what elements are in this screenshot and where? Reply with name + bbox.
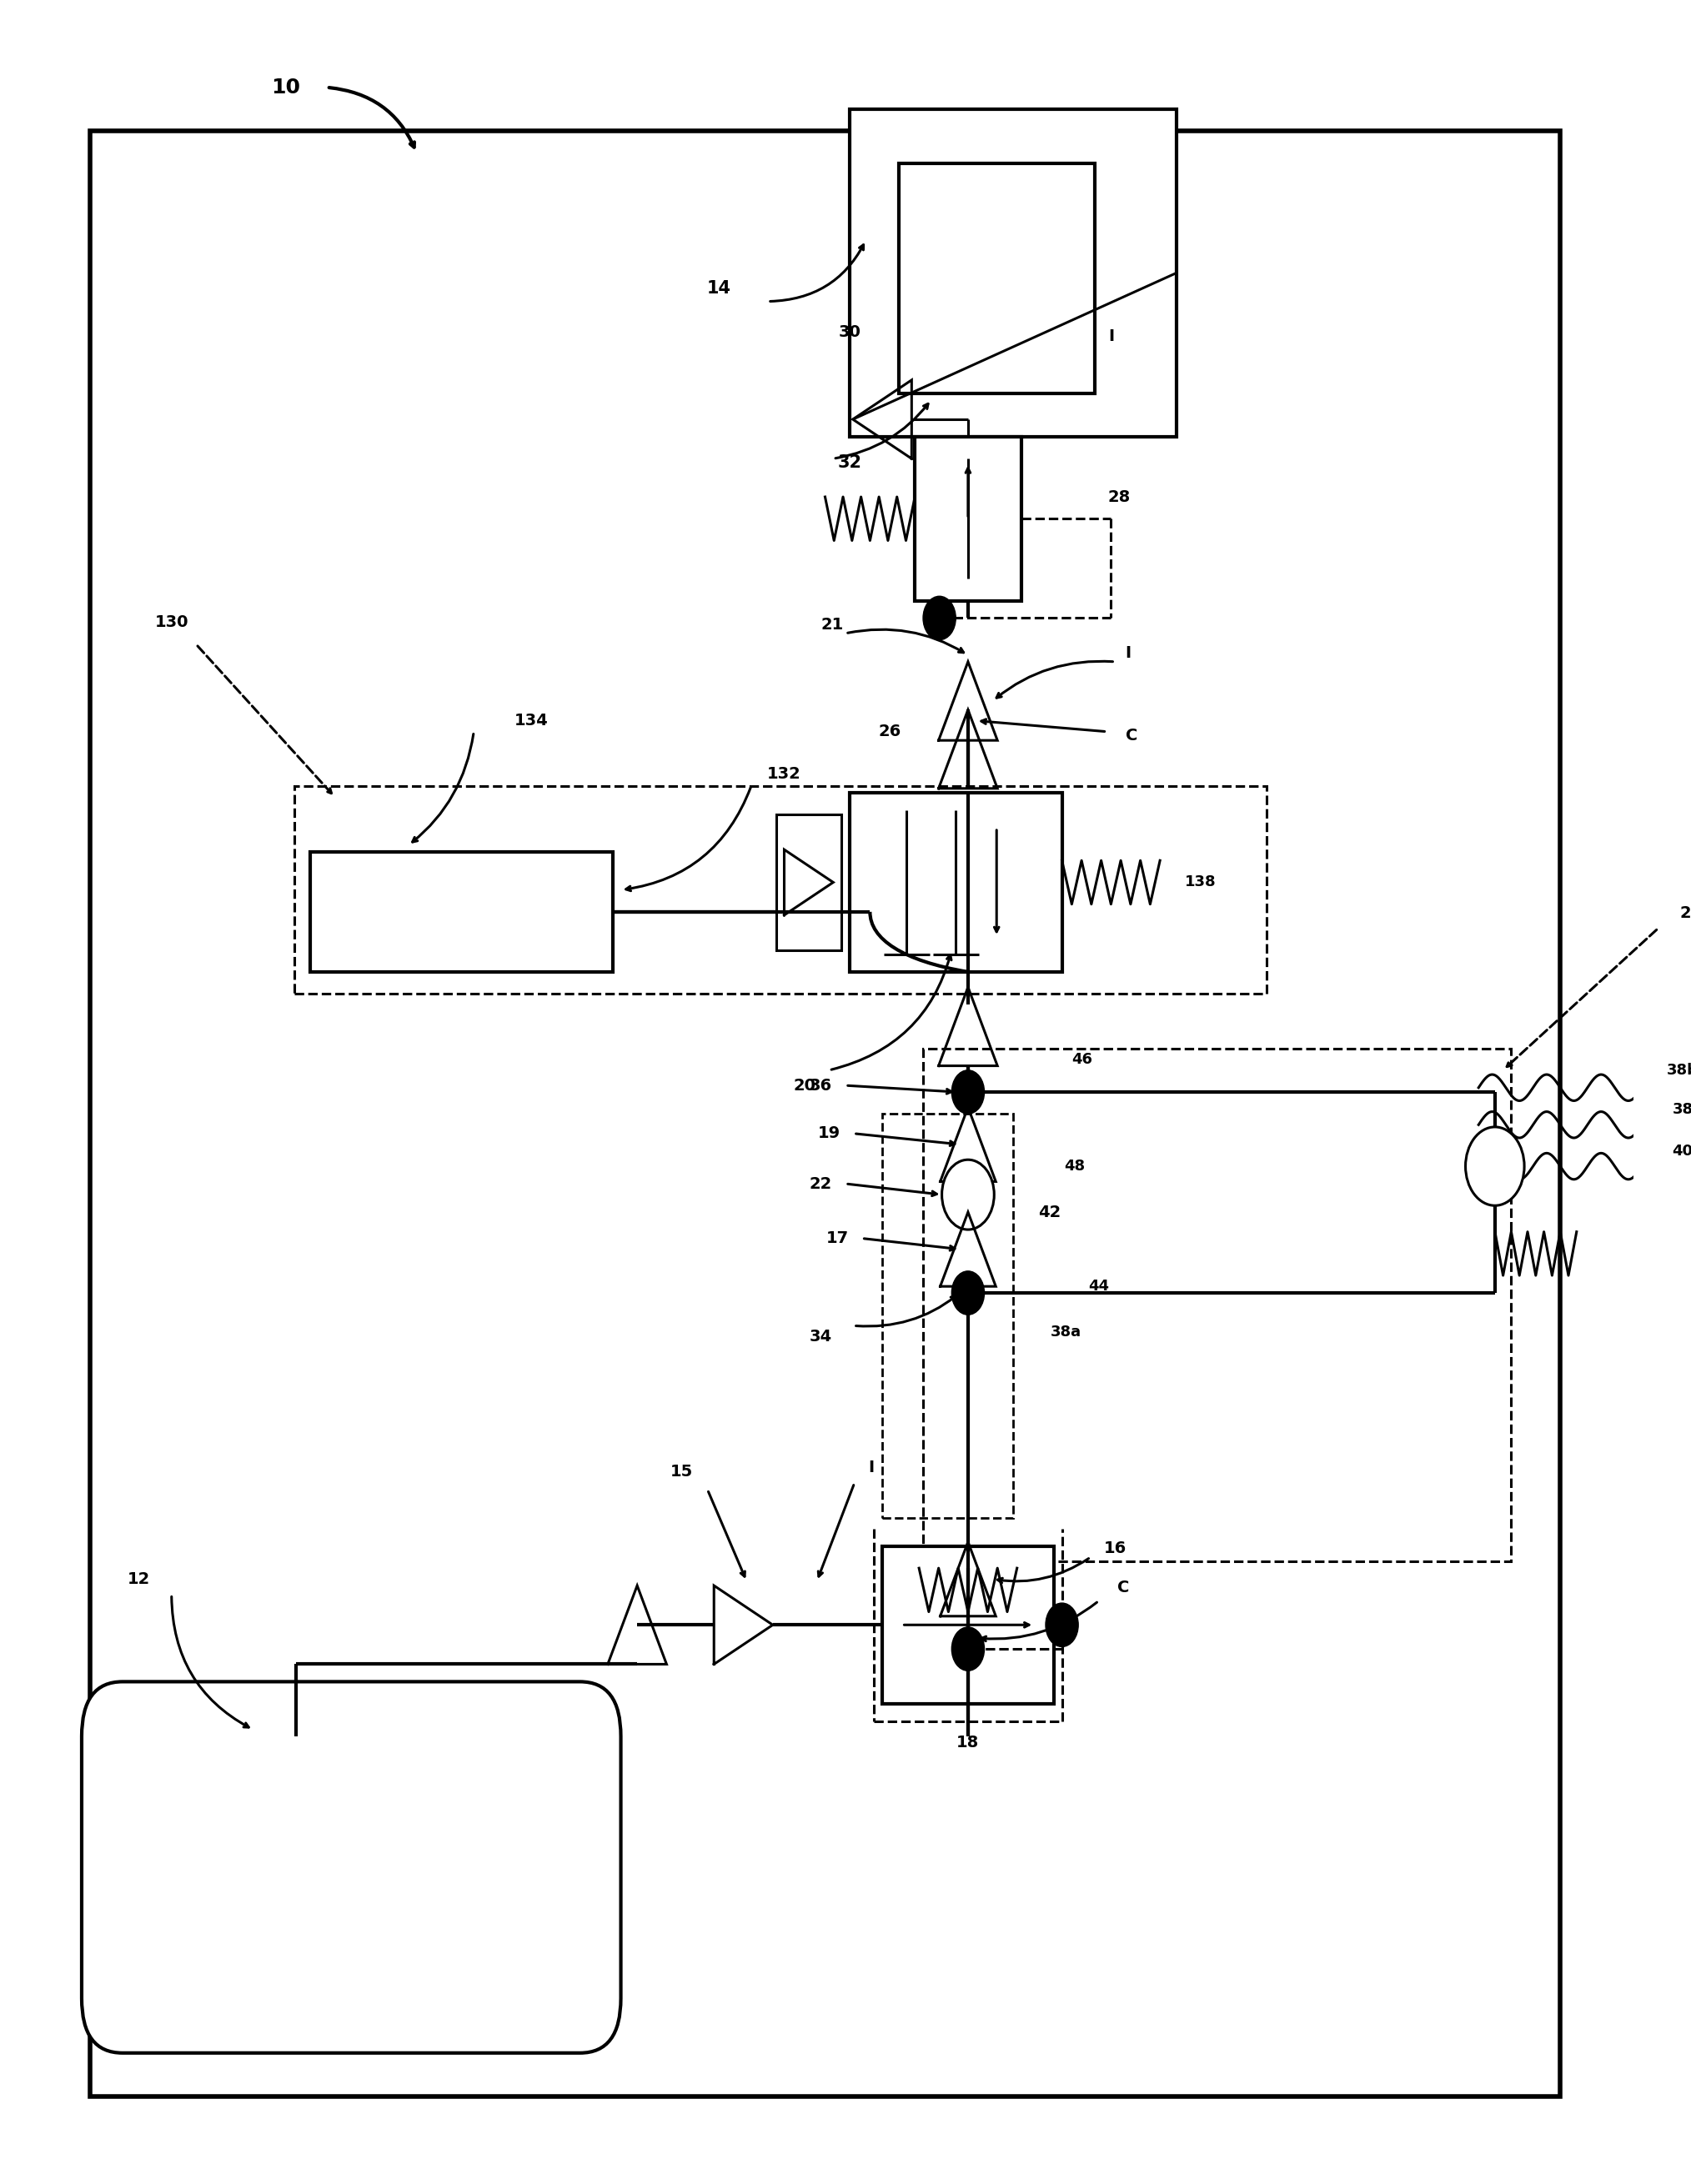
Text: 36: 36 <box>810 1077 832 1094</box>
Text: 14: 14 <box>707 280 731 297</box>
Bar <box>776 815 842 950</box>
Bar <box>883 1114 1013 1518</box>
Text: I: I <box>1125 644 1131 662</box>
Text: 42: 42 <box>1038 1203 1060 1221</box>
Text: 24: 24 <box>1679 904 1691 922</box>
Text: 132: 132 <box>768 767 802 782</box>
Text: 26: 26 <box>878 723 901 740</box>
Text: 19: 19 <box>818 1125 840 1142</box>
FancyBboxPatch shape <box>81 1682 621 2053</box>
Text: 20: 20 <box>793 1077 815 1094</box>
Bar <box>294 786 1267 994</box>
Text: 17: 17 <box>825 1230 849 1247</box>
Circle shape <box>952 1070 984 1114</box>
Text: C: C <box>1126 727 1138 745</box>
Text: 30: 30 <box>839 323 861 341</box>
Text: 18: 18 <box>957 1734 979 1752</box>
Text: 134: 134 <box>514 712 548 729</box>
Text: I: I <box>1108 328 1114 345</box>
Text: 10: 10 <box>271 76 301 98</box>
Circle shape <box>952 1627 984 1671</box>
Text: 44: 44 <box>1089 1280 1109 1293</box>
Bar <box>923 1048 1512 1562</box>
Text: 21: 21 <box>822 616 844 633</box>
Circle shape <box>1466 1127 1524 1206</box>
Bar <box>883 1546 1053 1704</box>
Text: 15: 15 <box>670 1463 693 1481</box>
Text: 12: 12 <box>127 1570 150 1588</box>
Circle shape <box>923 596 955 640</box>
Bar <box>915 437 1021 601</box>
Text: 40: 40 <box>1672 1144 1691 1158</box>
Text: 38a: 38a <box>1050 1326 1082 1339</box>
Circle shape <box>952 1271 984 1315</box>
Text: I: I <box>867 1459 874 1476</box>
Text: 22: 22 <box>810 1175 832 1192</box>
Text: 130: 130 <box>154 614 188 631</box>
Bar <box>849 109 1177 437</box>
Bar <box>898 164 1094 393</box>
Text: 28: 28 <box>1108 489 1131 505</box>
Text: 38: 38 <box>1672 1103 1691 1116</box>
Text: 38b: 38b <box>1667 1064 1691 1077</box>
Bar <box>311 852 612 972</box>
Text: 34: 34 <box>810 1328 832 1345</box>
Circle shape <box>942 1160 994 1230</box>
Text: 138: 138 <box>1185 876 1216 889</box>
Text: C: C <box>1118 1579 1130 1597</box>
Text: 48: 48 <box>1064 1160 1084 1173</box>
Text: 16: 16 <box>1104 1540 1126 1557</box>
Bar <box>849 793 1062 972</box>
Circle shape <box>1045 1603 1079 1647</box>
Text: 46: 46 <box>1072 1053 1092 1066</box>
Text: 32: 32 <box>837 454 862 472</box>
